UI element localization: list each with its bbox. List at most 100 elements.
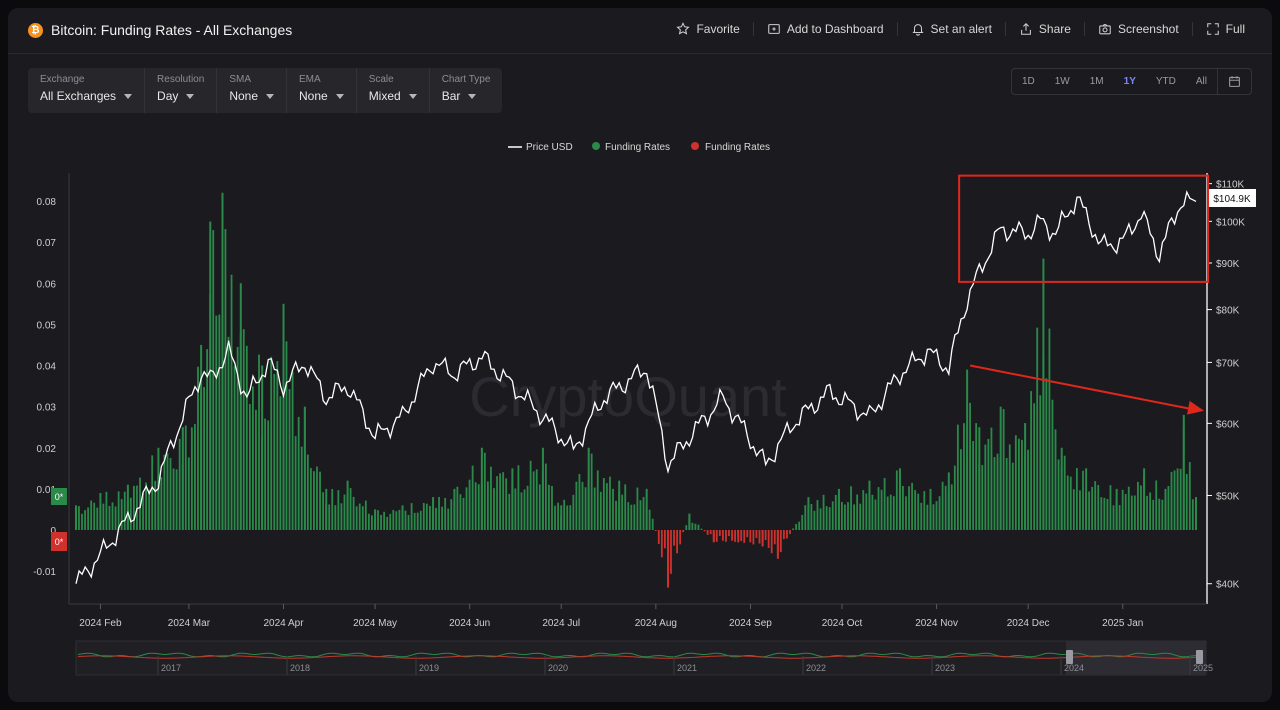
funding-rate-bar xyxy=(1097,485,1100,530)
funding-rate-bar xyxy=(673,530,675,546)
range-selector: 1D 1W 1M 1Y YTD All xyxy=(1010,68,1252,95)
x-axis-tick-label: 2024 Jul xyxy=(542,618,580,629)
funding-rate-bar xyxy=(749,530,752,543)
funding-rate-bar xyxy=(654,530,657,531)
funding-rate-bar xyxy=(679,530,682,545)
funding-rate-bar xyxy=(456,486,459,530)
funding-rate-bar xyxy=(999,406,1002,530)
funding-rate-bar xyxy=(136,485,138,530)
funding-rate-bar xyxy=(728,530,730,537)
funding-rate-bar xyxy=(761,530,764,547)
navigator-right-handle[interactable] xyxy=(1196,650,1203,664)
funding-rate-bar xyxy=(581,481,584,530)
funding-rate-bar xyxy=(587,447,590,530)
funding-rate-bar xyxy=(1054,429,1057,530)
funding-rate-bar xyxy=(1045,378,1048,530)
fullscreen-button[interactable]: Full xyxy=(1191,22,1258,36)
funding-rate-bar xyxy=(264,418,267,530)
navigator-left-handle[interactable] xyxy=(1066,650,1073,664)
price-line xyxy=(75,190,1197,584)
set-alert-button[interactable]: Set an alert xyxy=(896,22,1005,36)
chart-area[interactable]: Price USD Funding Rates Funding Rates Cr… xyxy=(8,8,1272,702)
funding-rate-bar xyxy=(535,469,538,530)
funding-rate-bar xyxy=(590,453,593,530)
funding-rate-bar xyxy=(123,491,126,530)
funding-rate-bar xyxy=(648,509,651,530)
funding-rate-bar xyxy=(474,482,477,530)
funding-rate-bar xyxy=(221,192,224,530)
legend-red-dot xyxy=(691,142,699,150)
screenshot-button[interactable]: Screenshot xyxy=(1083,22,1192,36)
funding-rate-bar xyxy=(190,427,193,530)
funding-rate-bar xyxy=(960,449,962,530)
funding-rate-bar xyxy=(578,473,581,530)
share-button[interactable]: Share xyxy=(1004,22,1084,36)
right-axis-ticks: $110K $100K $90K $80K $70K $60K $50K $40K xyxy=(1207,180,1245,591)
range-1d[interactable]: 1D xyxy=(1021,76,1035,87)
funding-rate-bar xyxy=(874,499,877,530)
add-to-dashboard-button[interactable]: Add to Dashboard xyxy=(752,22,897,36)
funding-rate-bar xyxy=(709,530,712,535)
funding-rate-bar xyxy=(685,525,688,530)
calendar-button[interactable] xyxy=(1217,68,1251,95)
funding-rate-bar xyxy=(453,488,456,530)
x-axis-tick-label: 2024 Nov xyxy=(915,618,958,629)
funding-rate-bar xyxy=(160,477,163,530)
funding-rate-bar xyxy=(126,484,129,530)
funding-rate-bar xyxy=(1124,493,1127,530)
scale-select[interactable]: Scale Mixed xyxy=(355,68,429,113)
ema-select[interactable]: EMA None xyxy=(286,68,356,113)
funding-rate-bar xyxy=(1158,498,1161,530)
funding-rate-bar xyxy=(1133,495,1136,530)
star-icon xyxy=(676,22,691,35)
funding-rate-bar xyxy=(1100,497,1103,530)
range-ytd[interactable]: YTD xyxy=(1155,76,1176,87)
funding-rate-bar xyxy=(1115,488,1118,530)
funding-rate-bar xyxy=(850,486,852,530)
funding-rate-bar xyxy=(657,530,660,544)
funding-rate-bar xyxy=(1121,489,1124,530)
funding-rate-bar xyxy=(859,503,862,530)
funding-rate-bar xyxy=(349,488,352,530)
navigator-year-label: 2021 xyxy=(677,663,697,673)
range-1w[interactable]: 1W xyxy=(1054,76,1070,87)
funding-rate-bar xyxy=(1088,491,1090,530)
funding-rate-bar xyxy=(1057,459,1060,530)
funding-rate-bar xyxy=(93,502,96,530)
funding-rate-bar xyxy=(810,503,813,530)
funding-rate-bar xyxy=(425,503,428,530)
funding-rate-bar xyxy=(816,500,819,530)
range-all[interactable]: All xyxy=(1195,76,1207,87)
funding-rate-bar xyxy=(276,361,279,530)
funding-rate-bar xyxy=(1112,505,1115,530)
funding-rate-bar xyxy=(584,487,587,530)
resolution-select[interactable]: Resolution Day xyxy=(144,68,216,113)
chevron-down-icon xyxy=(408,93,417,99)
range-1y[interactable]: 1Y xyxy=(1123,76,1136,87)
funding-rate-bar xyxy=(993,457,996,530)
funding-rate-bar xyxy=(432,497,435,530)
funding-rate-bar xyxy=(471,465,474,530)
navigator-year-label: 2019 xyxy=(419,663,439,673)
funding-rate-bar xyxy=(209,221,212,530)
resolution-label: Resolution xyxy=(157,74,205,85)
funding-rate-bar xyxy=(325,488,328,530)
ema-label: EMA xyxy=(299,74,321,85)
exchange-select[interactable]: Exchange All Exchanges xyxy=(28,68,144,113)
chevron-down-icon xyxy=(335,93,344,99)
funding-rate-bar xyxy=(856,494,859,530)
chart-type-select[interactable]: Chart Type Bar xyxy=(428,68,503,113)
favorite-button[interactable]: Favorite xyxy=(663,22,752,36)
range-1m[interactable]: 1M xyxy=(1089,76,1104,87)
funding-rate-bar xyxy=(316,466,318,530)
funding-rate-bar xyxy=(1155,480,1158,530)
funding-rate-bar xyxy=(694,523,697,530)
funding-rate-bar xyxy=(712,530,715,543)
funding-rate-bar xyxy=(599,491,602,530)
navigator[interactable]: 2017 2018 2019 2020 2021 2022 2023 2024 2025 xyxy=(75,640,1213,676)
funding-rate-bar xyxy=(813,510,816,530)
sma-value: None xyxy=(229,89,258,103)
funding-rate-bar xyxy=(1179,468,1182,530)
funding-rate-bar xyxy=(602,478,605,530)
sma-select[interactable]: SMA None xyxy=(216,68,286,113)
